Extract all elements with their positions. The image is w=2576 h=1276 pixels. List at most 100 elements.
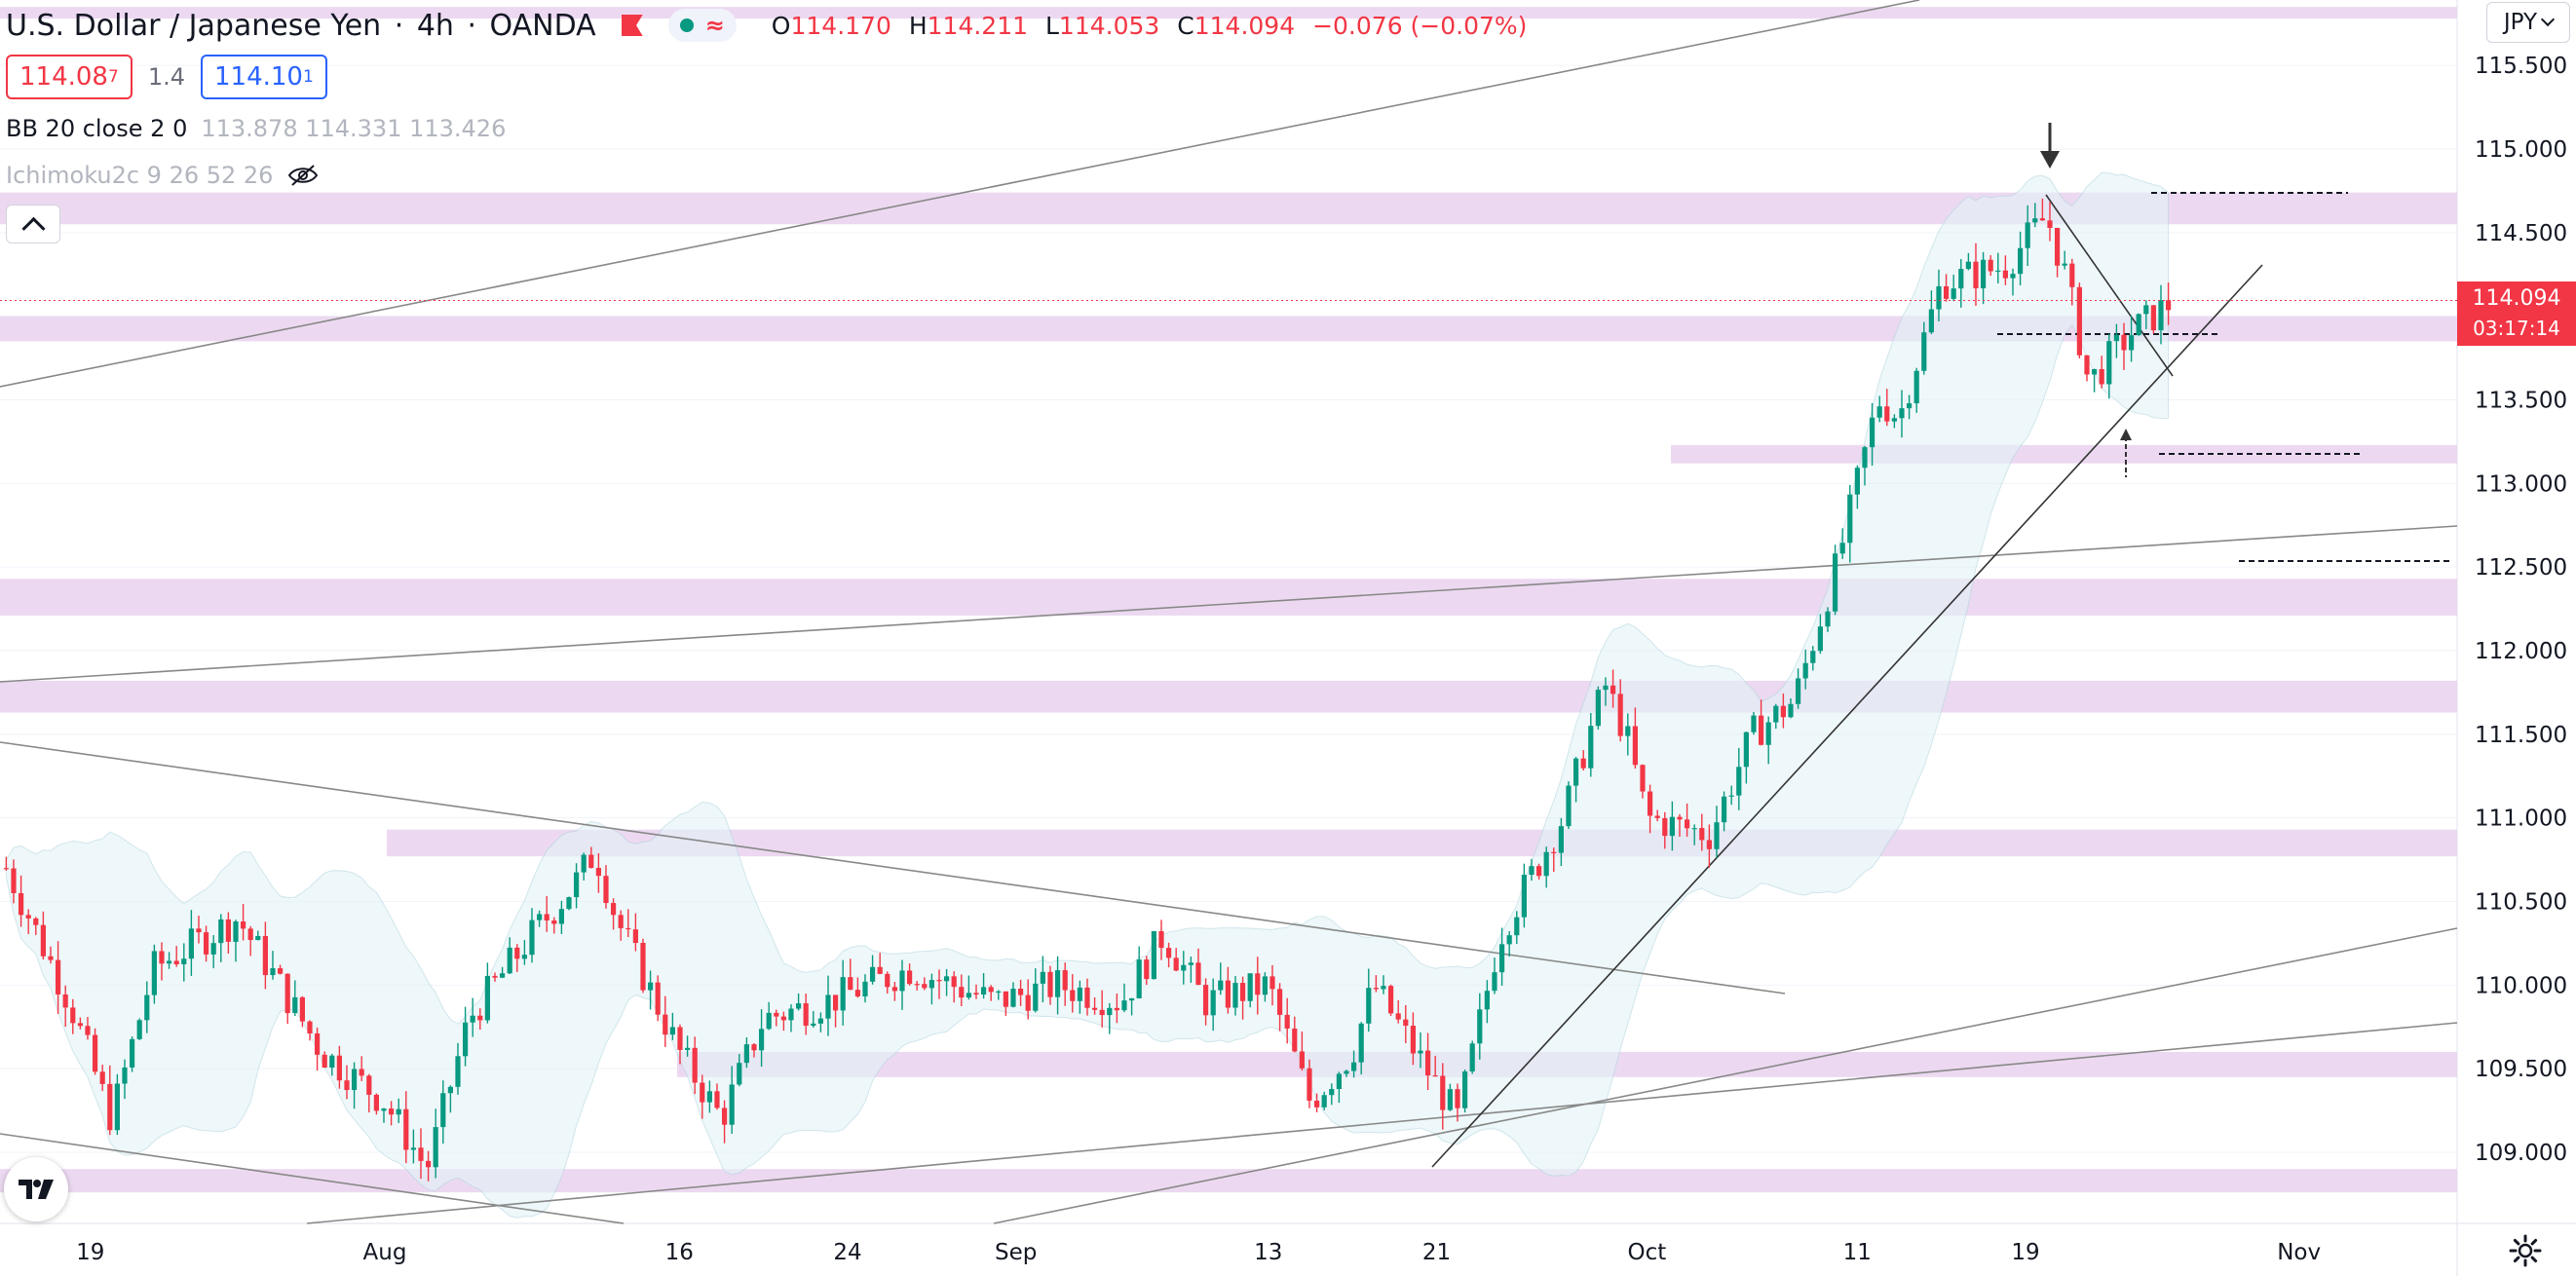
candle: [1040, 956, 1045, 1003]
candle: [1188, 957, 1193, 983]
candle: [322, 1051, 327, 1069]
candle: [70, 998, 76, 1034]
candle: [1173, 948, 1179, 972]
candle: [1025, 979, 1031, 1020]
time-tick-label: 13: [1254, 1240, 1282, 1265]
candle: [2150, 305, 2156, 334]
candle-body: [1551, 851, 1557, 853]
candle-body: [1010, 989, 1016, 1007]
candle: [1492, 957, 1497, 995]
bb-indicator-legend[interactable]: BB 20 close 2 0 113.878 114.331 113.426: [6, 111, 506, 146]
candle-body: [1758, 715, 1764, 745]
candle-body: [1603, 685, 1609, 691]
candle: [1758, 699, 1764, 746]
candle: [973, 984, 979, 999]
candle: [1714, 806, 1720, 858]
candle-body: [151, 951, 157, 995]
candle-body: [2010, 274, 2016, 279]
tradingview-logo[interactable]: [4, 1157, 68, 1221]
candle-body: [1299, 1051, 1305, 1069]
candle-body: [951, 976, 957, 988]
market-status-pill[interactable]: ≈: [667, 9, 737, 42]
candle: [1440, 1063, 1446, 1130]
candle-body: [1321, 1095, 1327, 1107]
broker-label[interactable]: OANDA: [489, 8, 596, 43]
candle: [729, 1066, 735, 1134]
candle-body: [344, 1080, 350, 1091]
candle-body: [1913, 370, 1919, 404]
candle-body: [122, 1067, 128, 1084]
candle: [1424, 1032, 1431, 1091]
candle-body: [99, 1071, 105, 1084]
candle: [1706, 824, 1712, 868]
currency-label: JPY: [2503, 10, 2538, 35]
candle: [277, 964, 284, 975]
candle: [1144, 956, 1150, 986]
candle: [1366, 968, 1372, 1032]
candle-body: [1951, 288, 1956, 299]
ichimoku-indicator-name: Ichimoku2c 9 26 52 26: [6, 162, 274, 189]
flag-icon[interactable]: [621, 15, 643, 36]
time-tick-label: Sep: [995, 1240, 1037, 1265]
price-zone: [0, 579, 2457, 616]
tradingview-logo-icon: [19, 1180, 54, 1199]
trend-line: [1431, 264, 2263, 1168]
candle: [1099, 990, 1105, 1028]
candle-body: [1158, 931, 1164, 949]
symbol-title[interactable]: U.S. Dollar / Japanese Yen: [6, 8, 382, 43]
candle: [1469, 1040, 1475, 1074]
candle: [966, 975, 971, 1000]
candle-body: [388, 1108, 395, 1115]
change-value: −0.076 (−0.07%): [1312, 11, 1528, 40]
candle: [1107, 1002, 1113, 1034]
currency-selector[interactable]: JPY: [2486, 2, 2570, 43]
candle: [173, 946, 179, 967]
candle-body: [1610, 685, 1616, 694]
candle: [1891, 414, 1897, 429]
sell-price-button[interactable]: 114.08 7: [6, 55, 133, 99]
candle-body: [692, 1047, 698, 1083]
candle-body: [2032, 218, 2038, 223]
candle-body: [1492, 972, 1497, 992]
candle-body: [455, 1056, 461, 1087]
interval-label[interactable]: 4h: [416, 8, 454, 43]
candle: [1988, 254, 1993, 277]
candle-body: [2047, 220, 2053, 228]
buy-price-button[interactable]: 114.10 1: [200, 55, 327, 99]
candle: [1410, 1012, 1416, 1066]
time-tick-label: Nov: [2277, 1240, 2321, 1265]
candle: [706, 1080, 712, 1113]
price-tick-label: 113.500: [2475, 389, 2567, 414]
candle: [899, 959, 905, 1010]
candle: [1514, 911, 1520, 945]
candle-body: [1477, 1009, 1483, 1044]
candle-body: [758, 1029, 765, 1051]
candle: [247, 925, 253, 957]
candle: [484, 962, 490, 1024]
candle: [566, 896, 572, 911]
candle-body: [1373, 988, 1379, 990]
candle-body: [551, 920, 557, 924]
candle: [1003, 991, 1008, 1016]
candle: [410, 1129, 416, 1164]
candle: [1218, 962, 1224, 995]
ichimoku-indicator-legend[interactable]: Ichimoku2c 9 26 52 26: [6, 158, 320, 193]
candle-body: [507, 947, 512, 974]
candle-body: [840, 977, 846, 1011]
candle: [425, 1150, 432, 1182]
candle-body: [1121, 1000, 1127, 1011]
candle-body: [544, 914, 549, 921]
collapse-legend-button[interactable]: [6, 205, 60, 244]
candle-body: [625, 927, 631, 930]
gear-icon[interactable]: [2508, 1233, 2543, 1268]
eye-off-icon[interactable]: [286, 164, 320, 187]
candle-body: [1366, 988, 1372, 1024]
candle: [1980, 251, 1987, 305]
time-tick-label: 24: [833, 1240, 861, 1265]
candle-body: [1817, 626, 1823, 652]
candle: [1070, 974, 1076, 1013]
candle-body: [159, 951, 165, 964]
candle: [2062, 250, 2067, 270]
candle: [99, 1065, 105, 1092]
